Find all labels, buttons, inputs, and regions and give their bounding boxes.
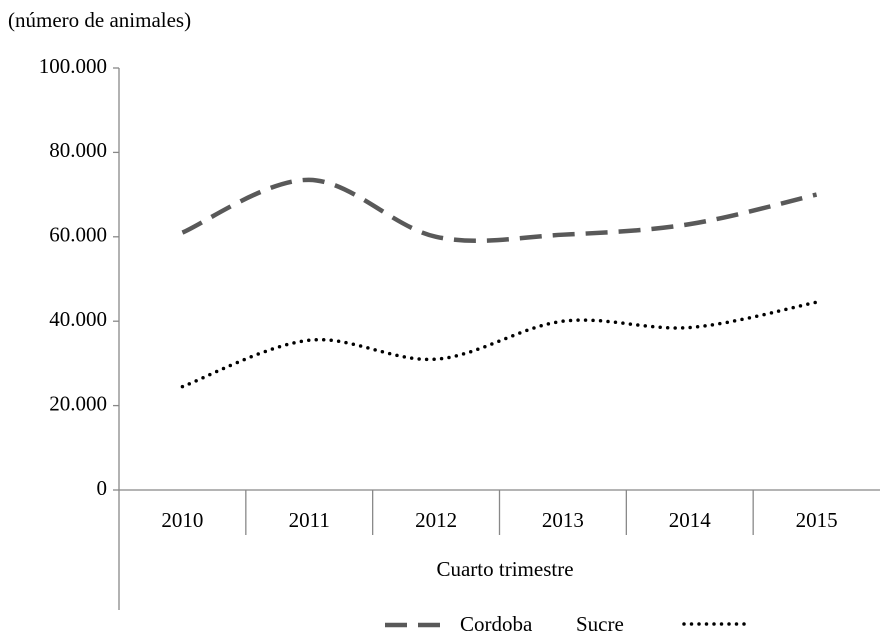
x-axis-label: Cuarto trimestre xyxy=(436,557,573,581)
x-tick-label: 2013 xyxy=(542,508,584,532)
y-tick-label: 80.000 xyxy=(49,138,107,162)
x-tick-label: 2011 xyxy=(289,508,330,532)
x-tick-label: 2010 xyxy=(161,508,203,532)
y-tick-label: 100.000 xyxy=(39,54,107,78)
y-tick-label: 20.000 xyxy=(49,391,107,415)
y-tick-label: 40.000 xyxy=(49,307,107,331)
legend-label: Sucre xyxy=(576,612,624,635)
x-tick-label: 2014 xyxy=(669,508,712,532)
x-tick-label: 2012 xyxy=(415,508,457,532)
series-line xyxy=(181,177,818,244)
x-tick-label: 2015 xyxy=(796,508,838,532)
y-axis-label: (número de animales) xyxy=(8,8,191,32)
y-tick-label: 0 xyxy=(97,476,108,500)
y-tick-label: 60.000 xyxy=(49,223,107,247)
legend-label: Cordoba xyxy=(460,612,533,635)
series-line xyxy=(180,300,819,389)
